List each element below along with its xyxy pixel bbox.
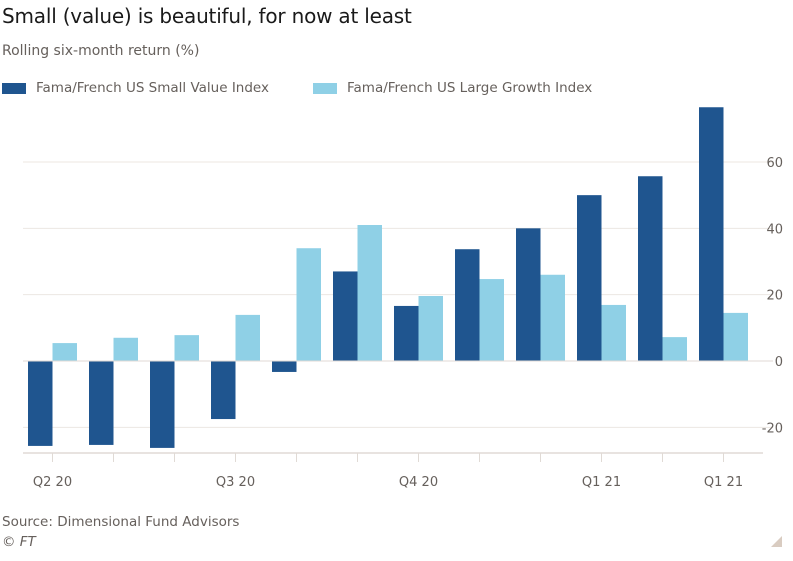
x-tick-label: Q1 21 (582, 475, 621, 490)
x-axis: Q2 20 Q3 20 Q4 20 Q1 21 Q1 21 (23, 452, 763, 490)
source-note: Source: Dimensional Fund Advisors (2, 514, 240, 530)
bar-large-growth (662, 337, 687, 361)
bar-small-value (211, 361, 236, 420)
legend-label-large-growth: Fama/French US Large Growth Index (347, 80, 593, 96)
legend-swatch-small-value (2, 82, 26, 94)
bar-small-value (272, 361, 297, 372)
bar-small-value (455, 249, 480, 361)
bar-large-growth (52, 343, 77, 361)
x-tick-label: Q4 20 (399, 475, 438, 490)
legend-swatch-large-growth (313, 82, 337, 94)
y-tick-label: 40 (766, 222, 783, 237)
bar-large-growth (418, 295, 443, 361)
legend-label-small-value: Fama/French US Small Value Index (36, 80, 269, 96)
chart-subtitle: Rolling six-month return (%) (2, 43, 200, 59)
bar-large-growth (357, 225, 382, 361)
y-tick-label: 60 (766, 156, 783, 171)
bar-large-growth (723, 312, 748, 361)
bar-small-value (699, 107, 724, 361)
copyright: © FT (2, 534, 36, 550)
bar-small-value (89, 361, 114, 445)
legend: Fama/French US Small Value Index Fama/Fr… (2, 80, 592, 96)
y-tick-label: 0 (775, 355, 783, 370)
x-tick-label: Q3 20 (216, 475, 255, 490)
bar-large-growth (479, 279, 504, 361)
bar-large-growth (296, 248, 321, 361)
y-tick-label: 20 (766, 289, 783, 304)
bar-small-value (150, 361, 175, 448)
bar-small-value (333, 271, 358, 361)
bar-large-growth (235, 314, 260, 361)
bar-large-growth (174, 335, 199, 361)
y-tick-label: -20 (762, 421, 783, 436)
legend-item-large-growth: Fama/French US Large Growth Index (313, 80, 592, 96)
resize-corner-icon (771, 536, 782, 547)
bar-large-growth (113, 337, 138, 361)
x-tick-label: Q2 20 (33, 475, 72, 490)
bar-small-value (638, 176, 663, 361)
x-tick-label: Q1 21 (704, 475, 743, 490)
bar-small-value (28, 361, 53, 446)
bars (28, 107, 748, 448)
bar-large-growth (601, 304, 626, 361)
legend-item-small-value: Fama/French US Small Value Index (2, 80, 269, 96)
y-axis: 60 40 20 0 -20 (762, 156, 783, 436)
bar-small-value (516, 228, 541, 361)
chart-title: Small (value) is beautiful, for now at l… (2, 4, 412, 28)
bar-small-value (577, 195, 602, 361)
bar-large-growth (540, 274, 565, 361)
bar-small-value (394, 305, 419, 361)
